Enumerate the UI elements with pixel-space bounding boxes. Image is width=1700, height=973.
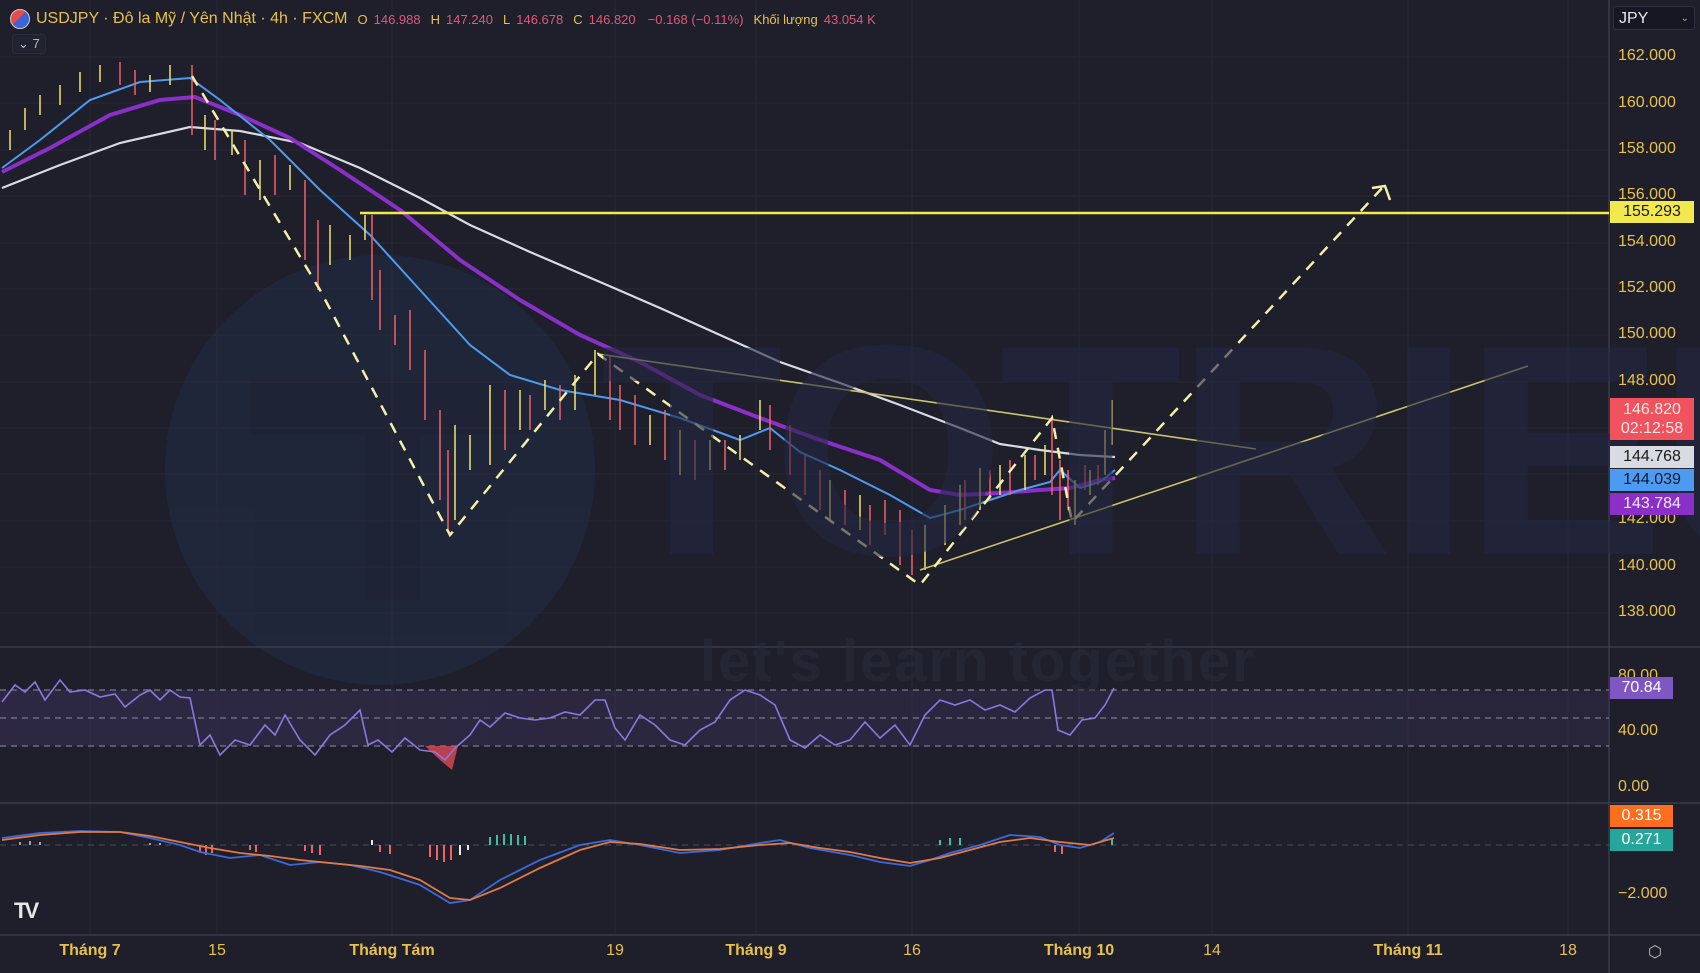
usd-jpy-flag-icon bbox=[10, 9, 30, 29]
price-tick: 140.000 bbox=[1618, 557, 1676, 574]
tradingview-logo[interactable]: TV bbox=[14, 898, 39, 923]
price-tick: 158.000 bbox=[1618, 140, 1676, 157]
time-tick: Tháng 7 bbox=[59, 942, 121, 959]
time-tick: Tháng 10 bbox=[1043, 942, 1115, 959]
time-tick: Tháng Tám bbox=[349, 942, 435, 959]
price-tick: 138.000 bbox=[1618, 603, 1676, 620]
time-tick: 14 bbox=[1203, 942, 1221, 959]
macd-tick: −2.000 bbox=[1618, 885, 1668, 902]
volume-value: 43.054 K bbox=[823, 11, 876, 27]
time-tick: 18 bbox=[1559, 942, 1577, 959]
grid bbox=[0, 0, 1608, 935]
ma-purple-tag: 143.784 bbox=[1610, 493, 1694, 515]
price-tick: 148.000 bbox=[1618, 372, 1676, 389]
bar-countdown: 02:12:58 bbox=[1620, 420, 1684, 437]
projection-arrowhead bbox=[1371, 184, 1392, 201]
time-tick: 15 bbox=[208, 942, 226, 959]
time-tick: 19 bbox=[606, 942, 624, 959]
chevron-down-icon: ⌄ bbox=[1680, 13, 1689, 24]
high-label: H bbox=[430, 11, 441, 27]
low-value: 146.678 bbox=[516, 11, 564, 27]
currency-value: JPY bbox=[1619, 10, 1649, 27]
volume-label: Khối lượng bbox=[753, 11, 818, 27]
watermark-logo bbox=[165, 255, 595, 685]
open-label: O bbox=[357, 11, 368, 27]
macd-value-tag: 0.315 bbox=[1610, 805, 1673, 827]
price-tick: 160.000 bbox=[1618, 94, 1676, 111]
ascending-trendline[interactable] bbox=[919, 365, 1529, 571]
high-value: 147.240 bbox=[446, 11, 494, 27]
symbol-legend[interactable]: USDJPY · Đô la Mỹ / Yên Nhật · 4h · FXCM… bbox=[10, 8, 876, 30]
open-value: 146.988 bbox=[373, 11, 421, 27]
price-tick: 162.000 bbox=[1618, 47, 1676, 64]
signal-line[interactable] bbox=[1, 831, 1115, 901]
price-tick: 150.000 bbox=[1618, 325, 1676, 342]
price-tick: 154.000 bbox=[1618, 233, 1676, 250]
time-tick: Tháng 11 bbox=[1373, 942, 1443, 959]
close-value: 146.820 bbox=[588, 11, 636, 27]
ma-white-line bbox=[1, 125, 1116, 459]
symbol-title[interactable]: USDJPY · Đô la Mỹ / Yên Nhật · 4h · FXCM bbox=[36, 10, 348, 27]
currency-select[interactable]: JPY ⌄ bbox=[1613, 6, 1695, 30]
indicators-toggle-button[interactable]: ⌄ 7 bbox=[12, 34, 46, 54]
descending-trendline[interactable] bbox=[597, 353, 1257, 450]
rsi-tick: 0.00 bbox=[1618, 778, 1650, 795]
watermark-brand: TOTRIEU bbox=[600, 282, 1700, 618]
rsi-tick: 40.00 bbox=[1618, 722, 1659, 739]
close-label: C bbox=[573, 11, 583, 27]
signal-value-tag: 0.271 bbox=[1610, 829, 1673, 851]
ma-purple-line bbox=[1, 94, 1116, 498]
time-tick: 16 bbox=[903, 942, 921, 959]
price-tick: 156.000 bbox=[1618, 186, 1676, 203]
last-price-value: 146.820 bbox=[1623, 401, 1681, 418]
horizontal-line-price-tag: 155.293 bbox=[1610, 201, 1694, 223]
price-tick: 152.000 bbox=[1618, 279, 1676, 296]
watermark-tagline: let's learn together bbox=[700, 629, 1257, 694]
rsi-line[interactable] bbox=[1, 678, 1115, 762]
settings-icon[interactable]: ⬡ bbox=[1648, 944, 1662, 961]
ma-blue-tag: 144.039 bbox=[1610, 469, 1694, 491]
rsi-value-tag: 70.84 bbox=[1610, 677, 1673, 699]
low-label: L bbox=[503, 11, 511, 27]
change-value: −0.168 (−0.11%) bbox=[647, 11, 744, 27]
ma-blue-line bbox=[1, 76, 1116, 520]
rsi-levels bbox=[0, 689, 1609, 747]
macd-histogram bbox=[19, 834, 1113, 862]
ma-white-tag: 144.768 bbox=[1610, 446, 1694, 468]
last-price-tag: 146.820 02:12:58 bbox=[1610, 398, 1694, 440]
macd-line[interactable] bbox=[1, 830, 1115, 904]
time-tick: Tháng 9 bbox=[725, 942, 787, 959]
